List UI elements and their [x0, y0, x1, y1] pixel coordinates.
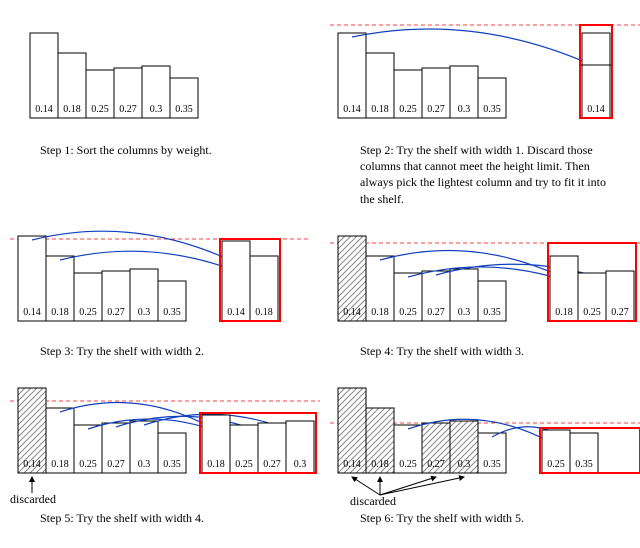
column-label: 0.27 [427, 104, 445, 115]
step-panel: 0.14 0.18 0.25 0.27 0.3 0.35 0.14 0.18 Step 3: T… [10, 221, 322, 369]
column-label: 0.18 [63, 104, 81, 115]
discard-arrow [380, 477, 464, 495]
step-caption: Step 3: Try the shelf with width 2. [40, 343, 300, 359]
column-label: 0.35 [483, 459, 501, 470]
column-label: 0.35 [163, 459, 181, 470]
column-label: 0.27 [263, 459, 281, 470]
column-label: 0.14 [343, 104, 361, 115]
column-label: 0.14 [23, 459, 41, 470]
discard-arrow [380, 477, 436, 495]
column-label: 0.14 [587, 104, 605, 115]
step-svg: 0.14 0.18 0.25 0.27 0.3 0.35 0.25 0.35 discarded [330, 373, 640, 508]
column-label: 0.18 [51, 459, 69, 470]
column-label: 0.25 [547, 459, 565, 470]
column-label: 0.3 [458, 459, 471, 470]
column-label: 0.18 [255, 307, 273, 318]
column-label: 0.27 [427, 307, 445, 318]
column-label: 0.18 [207, 459, 225, 470]
step-svg: 0.14 0.18 0.25 0.27 0.3 0.35 0.18 0.25 0.27 [330, 221, 640, 341]
column-label: 0.27 [107, 307, 125, 318]
column-label: 0.27 [611, 307, 629, 318]
step-svg: 0.14 0.18 0.25 0.27 0.3 0.35 [10, 10, 310, 140]
column-label: 0.3 [150, 104, 163, 115]
column-label: 0.3 [458, 307, 471, 318]
discarded-label: discarded [350, 494, 396, 508]
step-caption: Step 5: Try the shelf with width 4. [40, 510, 300, 526]
column-label: 0.3 [138, 307, 151, 318]
column-label: 0.25 [399, 104, 417, 115]
column-label: 0.3 [458, 104, 471, 115]
column-label: 0.14 [23, 307, 41, 318]
step-panel: 0.14 0.18 0.25 0.27 0.3 0.35 Step 1: Sort the … [10, 10, 322, 217]
column-label: 0.25 [79, 307, 97, 318]
column-label: 0.35 [483, 104, 501, 115]
column-label: 0.25 [399, 307, 417, 318]
step-caption: Step 1: Sort the columns by weight. [40, 142, 300, 158]
step-svg: 0.14 0.18 0.25 0.27 0.3 0.35 0.14 0.18 [10, 221, 310, 341]
step-svg: 0.14 0.18 0.25 0.27 0.3 0.35 0.14 [330, 10, 640, 140]
step-panel: 0.14 0.18 0.25 0.27 0.3 0.35 0.18 0.25 0.27 0.3 di… [10, 373, 322, 536]
column-label: 0.25 [79, 459, 97, 470]
column-label: 0.18 [371, 104, 389, 115]
panel-grid: 0.14 0.18 0.25 0.27 0.3 0.35 Step 1: Sort the … [10, 10, 640, 536]
column-label: 0.35 [175, 104, 193, 115]
column-label: 0.18 [51, 307, 69, 318]
step-caption: Step 6: Try the shelf with width 5. [360, 510, 620, 526]
column-label: 0.14 [343, 459, 361, 470]
column-label: 0.35 [483, 307, 501, 318]
column-label: 0.25 [583, 307, 601, 318]
column-label: 0.25 [91, 104, 109, 115]
column-label: 0.35 [163, 307, 181, 318]
column-label: 0.27 [119, 104, 137, 115]
column-label: 0.27 [427, 459, 445, 470]
discard-arrow [352, 477, 380, 495]
step-panel: 0.14 0.18 0.25 0.27 0.3 0.35 0.18 0.25 0.27 Step … [330, 221, 640, 369]
column-label: 0.14 [35, 104, 53, 115]
column-label: 0.35 [575, 459, 593, 470]
step-caption: Step 2: Try the shelf with width 1. Disc… [360, 142, 620, 207]
column-label: 0.3 [294, 459, 307, 470]
step-caption: Step 4: Try the shelf with width 3. [360, 343, 620, 359]
column-label: 0.25 [235, 459, 253, 470]
column-label: 0.18 [371, 307, 389, 318]
column-label: 0.3 [138, 459, 151, 470]
column-label: 0.27 [107, 459, 125, 470]
step-panel: 0.14 0.18 0.25 0.27 0.3 0.35 0.14 Step 2: Try t… [330, 10, 640, 217]
column-label: 0.14 [343, 307, 361, 318]
column-label: 0.25 [399, 459, 417, 470]
step-panel: 0.14 0.18 0.25 0.27 0.3 0.35 0.25 0.35 discarded… [330, 373, 640, 536]
step-svg: 0.14 0.18 0.25 0.27 0.3 0.35 0.18 0.25 0.27 0.3 di… [10, 373, 320, 508]
column-label: 0.18 [555, 307, 573, 318]
column-label: 0.14 [227, 307, 245, 318]
discarded-label: discarded [10, 492, 56, 506]
column-label: 0.18 [371, 459, 389, 470]
